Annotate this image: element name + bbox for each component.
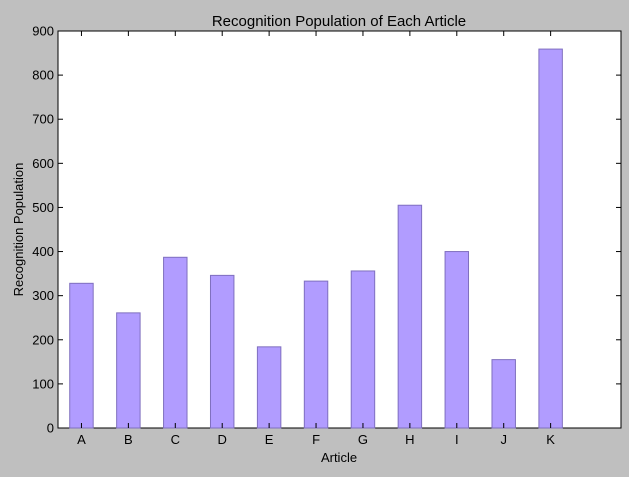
y-tick-label: 700: [32, 112, 54, 127]
y-tick-label: 500: [32, 200, 54, 215]
x-tick-label-K: K: [546, 432, 555, 447]
y-tick-label: 300: [32, 288, 54, 303]
bar-I: [444, 251, 470, 429]
bars-group: [69, 48, 563, 429]
y-tick-label: 600: [32, 156, 54, 171]
x-tick-label-F: F: [312, 432, 320, 447]
plot-area: [57, 30, 622, 429]
y-axis-ticks: 0 100 200 300 400 500 600 700 800 900: [32, 24, 621, 436]
bar-G: [350, 270, 376, 429]
x-tick-label-C: C: [171, 432, 180, 447]
bar-B: [116, 312, 141, 429]
x-tick-label-D: D: [218, 432, 227, 447]
y-tick-label: 800: [32, 68, 54, 83]
x-tick-label-J: J: [500, 432, 507, 447]
bar-J: [491, 359, 516, 429]
x-tick-label-H: H: [405, 432, 414, 447]
bar-C: [163, 256, 188, 429]
y-tick-label: 0: [47, 421, 54, 436]
bar-E: [256, 346, 282, 429]
y-tick-label: 200: [32, 332, 54, 347]
y-tick-label: 400: [32, 244, 54, 259]
x-tick-label-A: A: [77, 432, 86, 447]
bar-D: [209, 274, 235, 429]
bar-F: [303, 280, 329, 429]
x-axis-label: Article: [321, 450, 357, 465]
x-axis-ticks: A B C D E F G H I J K: [77, 31, 555, 447]
bar-K: [538, 48, 563, 429]
y-tick-label: 900: [32, 24, 54, 39]
bar-H: [397, 204, 423, 429]
bar-A: [69, 282, 94, 429]
x-tick-label-G: G: [358, 432, 368, 447]
x-tick-label-E: E: [265, 432, 274, 447]
y-tick-label: 100: [32, 376, 54, 391]
x-tick-label-B: B: [124, 432, 133, 447]
y-axis-label: Recognition Population: [11, 163, 26, 297]
chart-title: Recognition Population of Each Article: [212, 13, 466, 30]
x-tick-label-I: I: [455, 432, 459, 447]
